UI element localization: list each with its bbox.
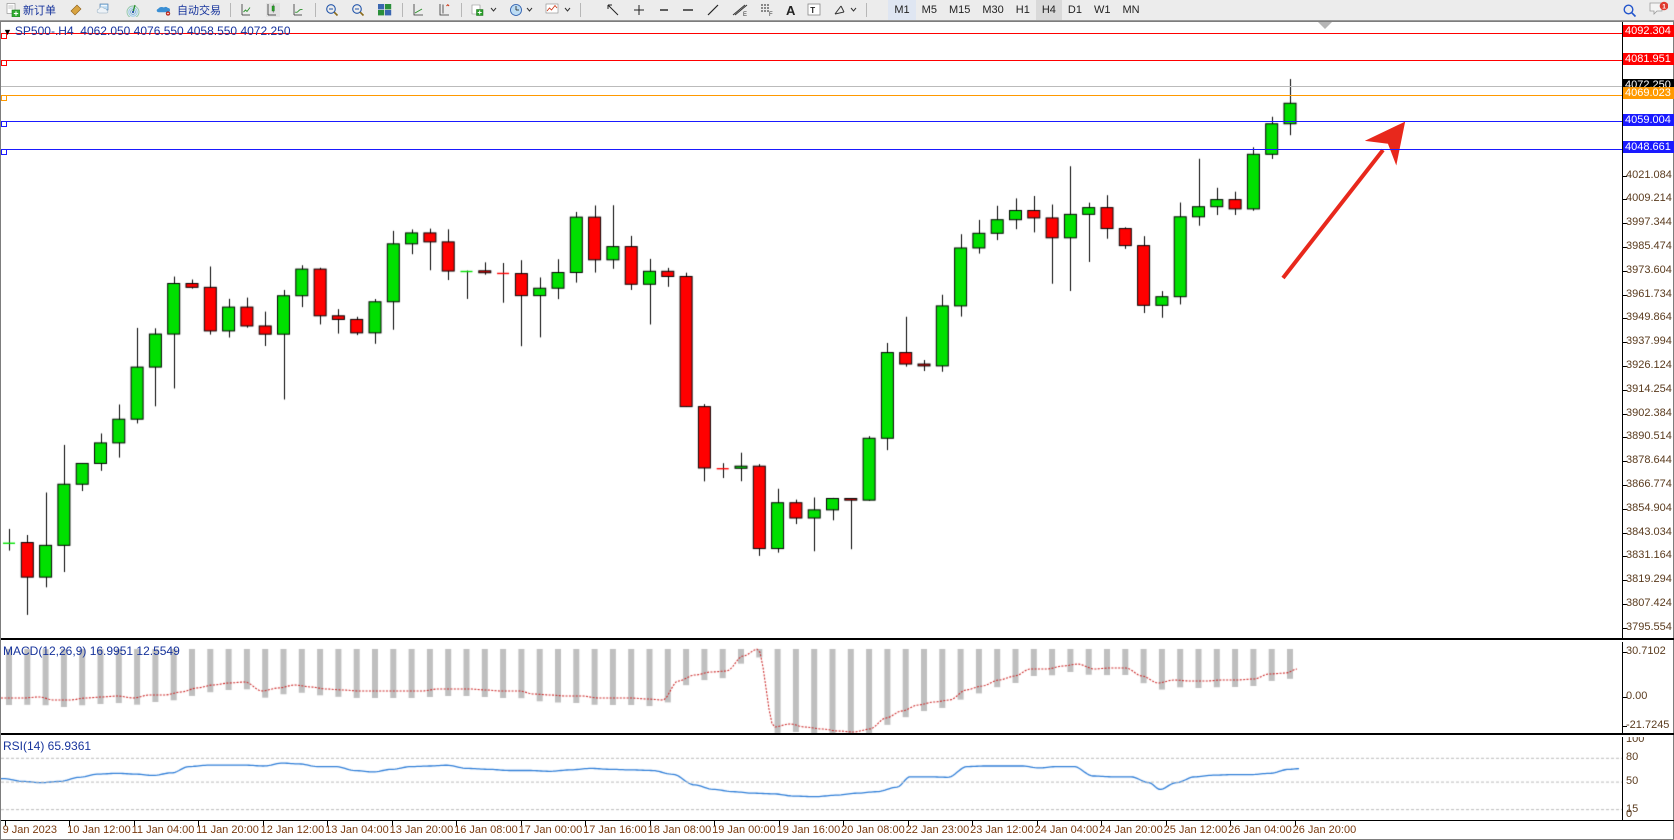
svg-text:T: T [811,6,816,15]
svg-text:F: F [769,12,773,17]
svg-text:E: E [743,12,747,17]
svg-text:1: 1 [1662,4,1666,11]
